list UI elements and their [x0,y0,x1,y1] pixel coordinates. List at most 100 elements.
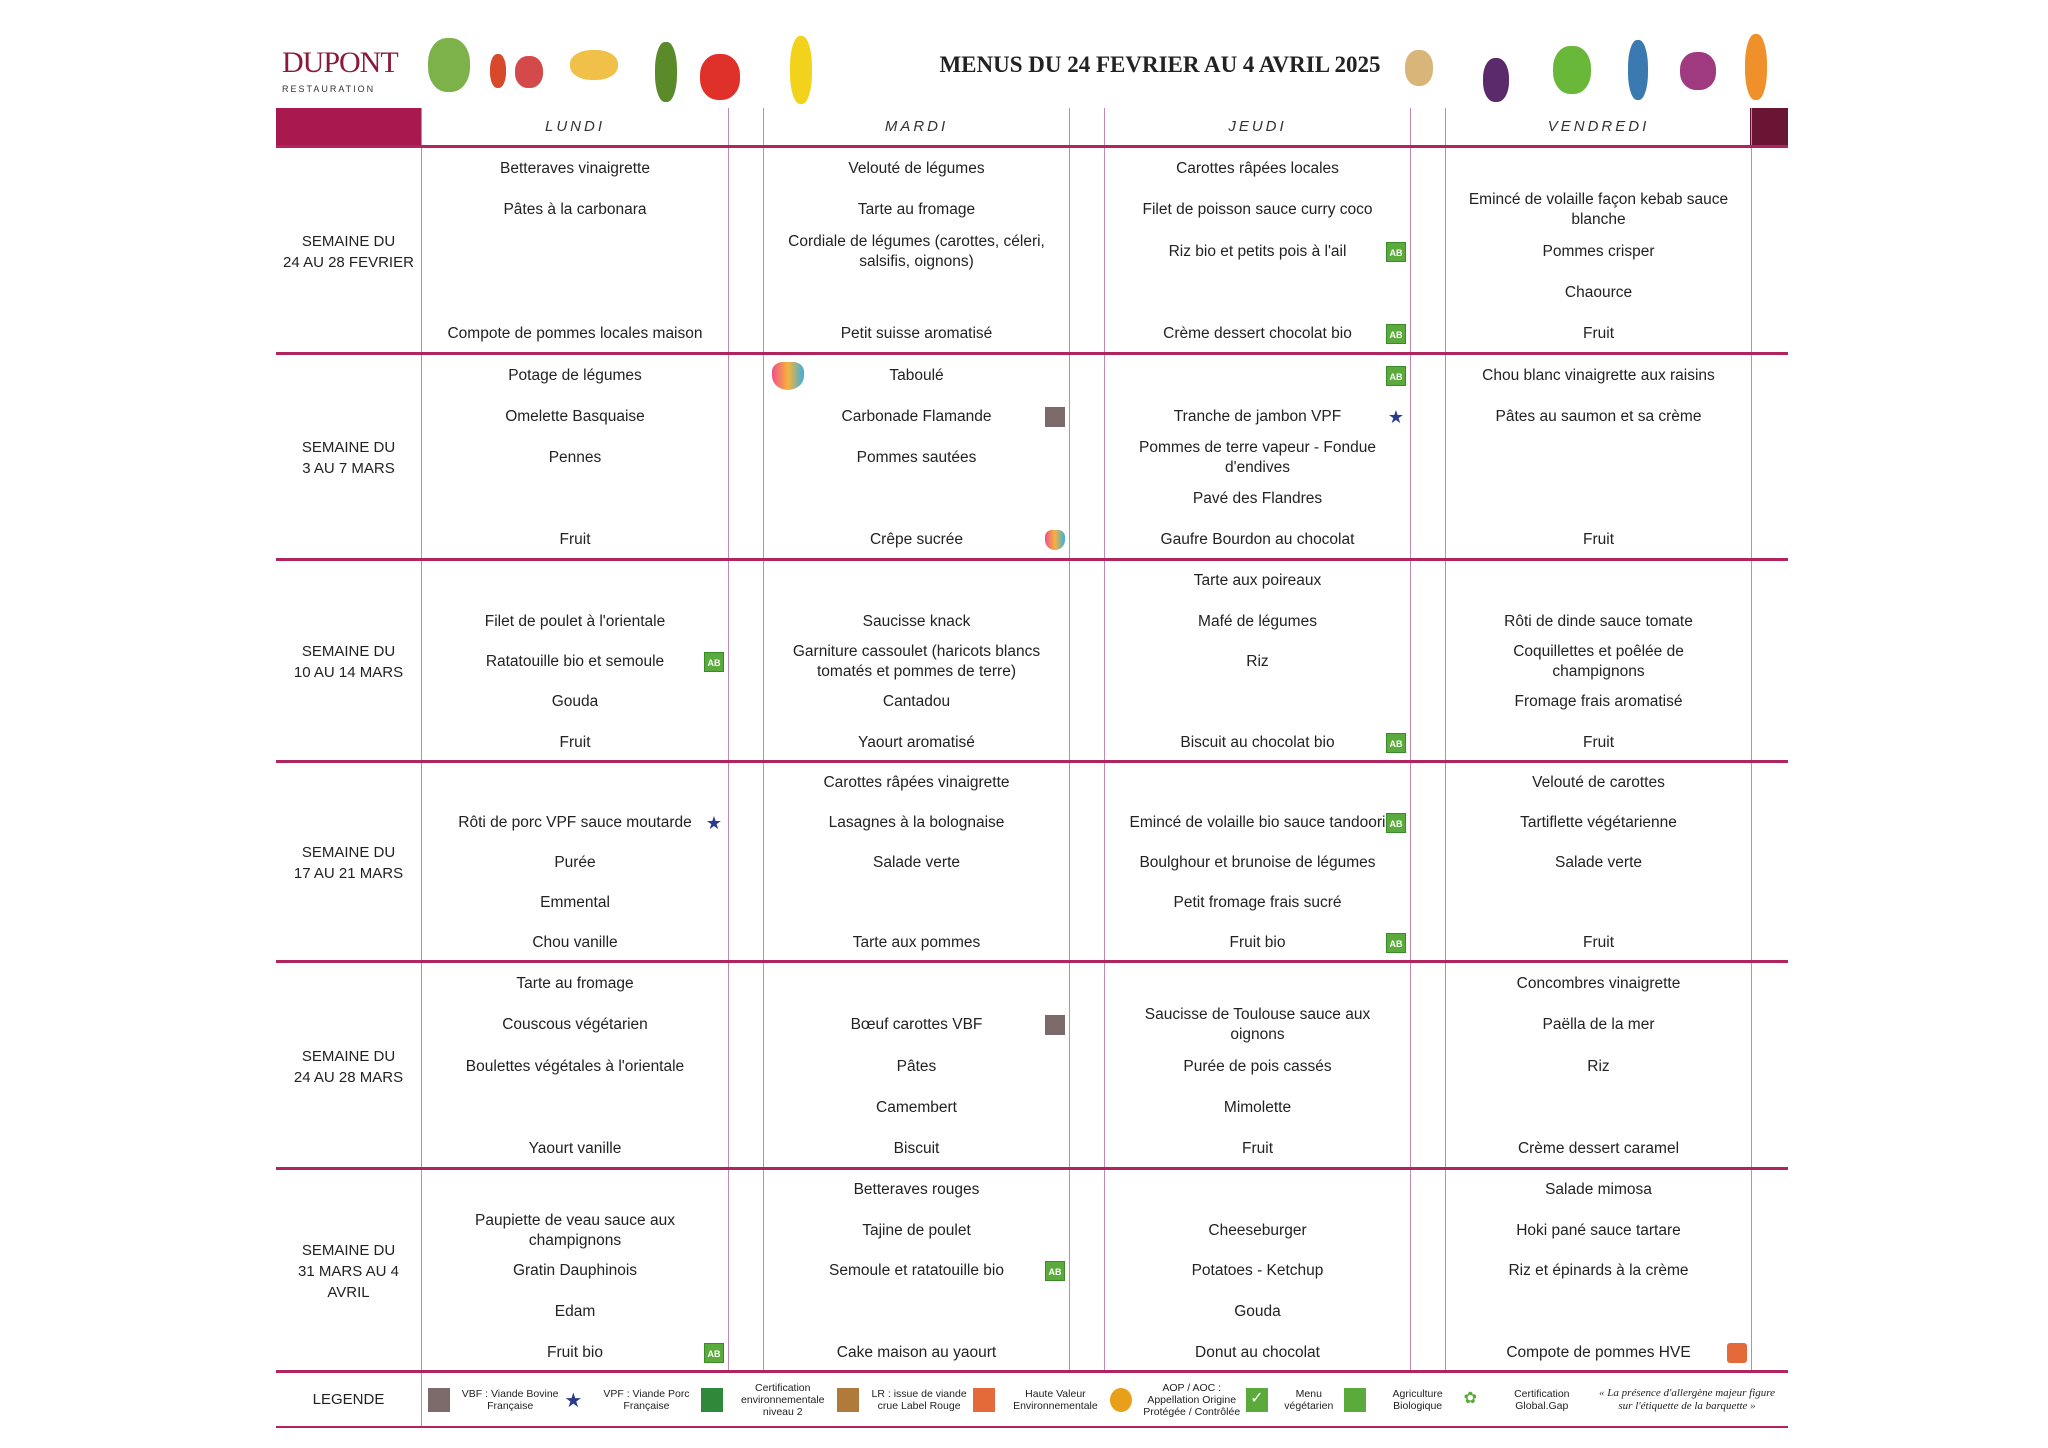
menu-item-text: Fromage frais aromatisé [1514,693,1683,711]
menu-cell-vendredi: Chou blanc vinaigrette aux raisins Pâtes … [1445,355,1752,561]
menu-item-text: Saucisse de Toulouse sauce aux oignons [1144,1006,1371,1044]
week-row: SEMAINE DU 31 MARS AU 4 AVRIL Paupiette de … [276,1167,1788,1373]
menu-item: Salade verte [1446,843,1751,883]
menu-item: Crêpe sucrée [764,520,1069,561]
menu-item: Omelette Basquaise [422,396,728,437]
menu-item [422,1170,728,1211]
vbf-icon [1045,1015,1065,1036]
globalgap-icon: ✿ [1463,1387,1486,1412]
menu-item: Pâtes à la carbonara [422,189,728,230]
bio-icon: AB [1386,324,1406,345]
menu-item-text: Biscuit [893,1140,940,1158]
menu-item-text: Pennes [548,449,602,466]
menu-item-text: Pommes de terre vapeur - Fondue d'endive… [1139,439,1376,476]
menu-item: Saucisse knack [764,601,1069,641]
menu-cell-lundi: Betteraves vinaigrette Pâtes à la carbona… [421,148,729,355]
menu-item-text: Pommes sautées [856,449,977,466]
legend-text: LR : issue de viande crue Label Rouge [871,1387,967,1412]
menu-item [422,272,728,313]
legend-item: ★ VPF : Viande Porc Française [564,1387,700,1412]
week-label: SEMAINE DU 10 AU 14 MARS [293,643,404,681]
menu-item: Crème dessert chocolat bio AB [1105,314,1410,355]
menu-item-text: Purée de pois cassés [1183,1057,1332,1075]
menu-item-text: Salade verte [1554,854,1643,871]
menu-item-text: Edam [554,1303,596,1321]
week-row: SEMAINE DU 24 AU 28 FEVRIER Betteraves vin… [276,145,1788,355]
menu-item: Boulettes végétales à l'orientale [422,1046,728,1087]
legend-item: LR : issue de viande crue Label Rouge [836,1387,973,1412]
menu-item-text: Fruit bio [547,1343,603,1361]
menu-item: Garniture cassoulet (haricots blancs tom… [764,642,1069,682]
menu-item: Mafé de légumes [1105,601,1410,641]
brand-subtitle: RESTAURATION [282,84,376,94]
menu-item-text: Compote de pommes locales maison [447,325,703,343]
menu-item [764,272,1069,313]
menu-item-text: Fruit [559,733,591,751]
menu-item-text: Filet de poulet à l'orientale [484,612,666,630]
menu-item [422,479,728,520]
menu-item-text: Chaource [1564,283,1633,301]
menu-item: Edam [422,1292,728,1333]
header-block-right [1750,108,1788,145]
menu-item-text: Emincé de volaille façon kebab sauce bla… [1468,191,1729,229]
legend-text: Haute Valeur Environnementale [1013,1387,1098,1412]
bio-icon: AB [704,1342,724,1363]
menu-item: Ratatouille bio et semoule AB [422,642,728,682]
menu-item: Petit fromage frais sucré [1105,883,1410,923]
menu-item-text: Chou blanc vinaigrette aux raisins [1482,366,1715,384]
menu-item [1105,682,1410,722]
menu-item: Carottes râpées vinaigrette [764,763,1069,803]
menu-item-text: Coquillettes et poêlée de champignons [1513,643,1684,681]
menu-item-text: Cheeseburger [1208,1221,1307,1239]
menu-cell-jeudi: Carottes râpées locales Filet de poisson … [1104,148,1411,355]
menu-cell-lundi: Tarte au fromage Couscous végétarien Boule… [421,963,729,1170]
menu-item-text: Emmental [540,894,610,911]
menu-item-text: Salade mimosa [1545,1181,1652,1199]
legend-item: ✓ Menu végétarien [1245,1387,1344,1412]
menu-item: Riz [1105,642,1410,682]
day-header-mardi: MARDI [763,108,1070,145]
week-label: SEMAINE DU 24 AU 28 MARS [293,1047,404,1086]
menu-item-text: Fruit bio [1229,934,1286,951]
menu-cell-vendredi: Concombres vinaigrette Paëlla de la mer Ri… [1445,963,1752,1170]
menu-item [422,1087,728,1128]
menu-item-text: Fruit [1242,1140,1273,1158]
carrot-mascot-icon [1745,34,1767,100]
menu-item-text: Pommes crisper [1542,242,1655,260]
legend-text: AOP / AOC : Appellation Origine Protégée… [1143,1381,1241,1418]
menu-item [422,763,728,803]
legend: LEGENDE VBF : Viande Bovine Française ★ VP… [276,1370,1788,1428]
menu-item: Velouté de légumes [764,148,1069,189]
menu-item: Fruit [1105,1129,1410,1170]
menu-item-text: Bœuf carottes VBF [850,1016,983,1034]
legend-items: VBF : Viande Bovine Française ★ VPF : Vian… [422,1382,1788,1418]
hve-icon [973,1387,996,1412]
menu-item: Salade verte [764,843,1069,883]
menu-item: Fruit bio AB [1105,923,1410,963]
bio-icon: AB [704,652,724,673]
menu-item: Carottes râpées locales [1105,148,1410,189]
menu-item [422,231,728,272]
week-row: SEMAINE DU 3 AU 7 MARS Potage de légumes Om… [276,352,1788,561]
menu-item [1446,479,1751,520]
menu-item-text: Tarte aux poireaux [1193,572,1322,590]
menu-item: Taboulé [764,355,1069,396]
bio-icon: AB [1386,365,1406,386]
legend-text: VBF : Viande Bovine Française [461,1387,559,1412]
menu-item: Cake maison au yaourt [764,1332,1069,1373]
menu-item-text: Lasagnes à la bolognaise [828,814,1005,831]
menu-item: Emmental [422,883,728,923]
menu-item-text: Rôti de dinde sauce tomate [1504,612,1693,630]
menu-item: Riz [1446,1046,1751,1087]
menu-item-text: Riz bio et petits pois à l'ail [1168,242,1347,260]
vpf-icon: ★ [705,813,723,833]
menu-item: Fruit [1446,723,1751,763]
menu-item: Tarte aux poireaux [1105,561,1410,601]
week-label: SEMAINE DU 24 AU 28 FEVRIER [283,232,414,271]
menu-item: Fromage frais aromatisé [1446,682,1751,722]
menu-item: Chou blanc vinaigrette aux raisins [1446,355,1751,396]
menu-item: Chaource [1446,272,1751,313]
hve-niveau2-icon [700,1387,723,1412]
menu-item: Biscuit [764,1129,1069,1170]
menu-item: Biscuit au chocolat bio AB [1105,723,1410,763]
